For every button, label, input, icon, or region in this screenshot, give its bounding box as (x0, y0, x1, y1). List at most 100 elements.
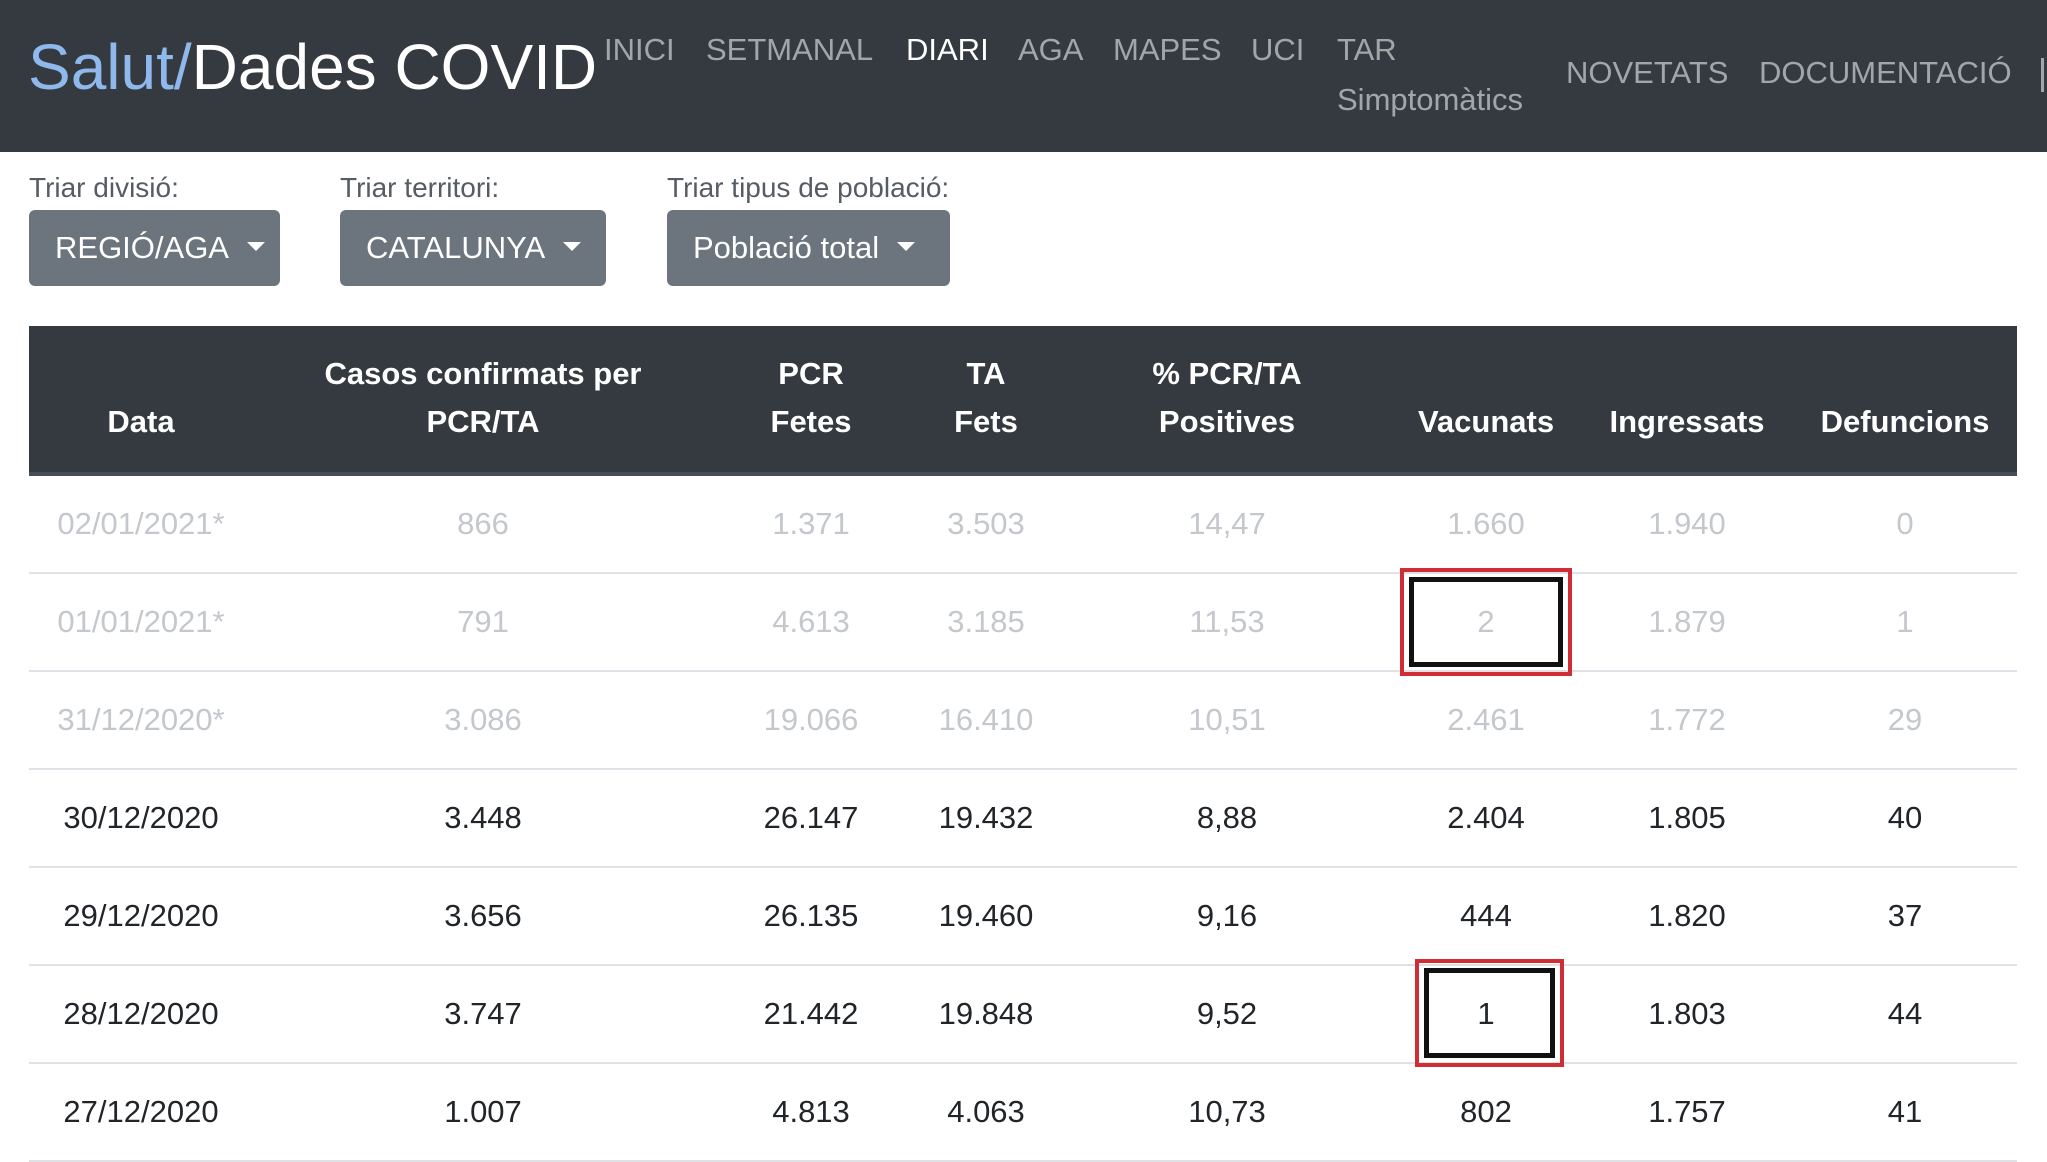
cell-pcr: 26.147 (763, 800, 859, 835)
nav-setmanal[interactable]: SETMANAL (706, 32, 874, 67)
caret-down-icon (563, 242, 582, 252)
daily-data-table: Data Casos confirmats per PCR/TA PCR Fet… (29, 326, 2017, 1162)
cell-ingressats: 1.757 (1648, 1094, 1726, 1129)
header-ingressats-label: Ingressats (1609, 404, 1765, 439)
cell-ta: 19.460 (938, 898, 1034, 933)
cell-casos: 1.007 (444, 1094, 522, 1129)
cell-casos: 3.448 (444, 800, 522, 835)
navbar: Salut/Dades COVID INICI SETMANAL DIARI A… (0, 0, 2047, 152)
divisio-dropdown[interactable]: REGIÓ/AGA (29, 210, 280, 286)
cell-data: 27/12/2020 (63, 1094, 219, 1129)
table-row: 27/12/2020 1.007 4.813 4.063 10,73 802 1… (29, 1064, 2017, 1162)
header-data[interactable]: Data (107, 398, 174, 446)
cell-positives: 10,51 (1188, 702, 1266, 737)
header-casos-line1: Casos confirmats per (324, 356, 642, 391)
cell-positives: 11,53 (1189, 604, 1265, 639)
cell-ta: 3.185 (947, 604, 1025, 639)
cell-ingressats: 1.879 (1648, 604, 1726, 639)
header-casos-confirmats[interactable]: Casos confirmats per PCR/TA (325, 350, 642, 446)
header-ingressats[interactable]: Ingressats (1609, 398, 1764, 446)
brand-salut: Salut/ (28, 31, 192, 103)
header-data-label: Data (107, 404, 175, 439)
table-row: 02/01/2021* 866 1.371 3.503 14,47 1.660 … (29, 476, 2017, 574)
cell-casos: 866 (457, 506, 509, 541)
cell-vacunats: 802 (1460, 1094, 1512, 1129)
table-row: 29/12/2020 3.656 26.135 19.460 9,16 444 … (29, 868, 2017, 966)
nav-tar-line1: TAR (1337, 32, 1397, 67)
cell-ta: 3.503 (947, 506, 1025, 541)
cell-ingressats: 1.940 (1648, 506, 1726, 541)
cell-ta: 19.432 (938, 800, 1034, 835)
cell-defuncions: 40 (1887, 800, 1923, 835)
header-defuncions[interactable]: Defuncions (1821, 398, 1990, 446)
header-pos-line1: % PCR/TA (1152, 356, 1302, 391)
cell-data: 28/12/2020 (63, 996, 219, 1031)
cell-ingressats: 1.803 (1648, 996, 1726, 1031)
cell-pcr: 4.813 (772, 1094, 850, 1129)
cell-defuncions: 37 (1887, 898, 1923, 933)
cell-positives: 14,47 (1188, 506, 1266, 541)
cell-defuncions: 29 (1887, 702, 1923, 737)
cell-data: 29/12/2020 (63, 898, 219, 933)
table-row: 30/12/2020 3.448 26.147 19.432 8,88 2.40… (29, 770, 2017, 868)
header-ta-line1: TA (966, 356, 1006, 391)
header-casos-line2: PCR/TA (426, 404, 540, 439)
caret-down-icon (897, 242, 916, 252)
header-ta-fets[interactable]: TA Fets (954, 350, 1018, 446)
nav-documentacio[interactable]: DOCUMENTACIÓ (1759, 55, 2012, 90)
filter-territori-label: Triar territori: (340, 172, 500, 203)
cell-ingressats: 1.820 (1648, 898, 1726, 933)
table-row: 01/01/2021* 791 4.613 3.185 11,53 2 1.87… (29, 568, 2017, 676)
nav-overflow-edge (2041, 58, 2044, 92)
cell-defuncions: 0 (1896, 506, 1914, 541)
nav-tar-line2: Simptomàtics (1337, 82, 1524, 117)
cell-vacunats: 2 (1477, 604, 1495, 639)
cell-data: 01/01/2021* (57, 604, 225, 639)
cell-casos: 3.747 (444, 996, 522, 1031)
cell-casos: 791 (457, 604, 509, 639)
poblacio-dropdown-value: Població total (693, 230, 880, 265)
brand-dades-covid: Dades COVID (191, 31, 598, 103)
header-pct-positives[interactable]: % PCR/TA Positives (1152, 350, 1301, 446)
cell-vacunats: 1 (1477, 996, 1495, 1031)
cell-vacunats: 1.660 (1447, 506, 1525, 541)
table-row: 31/12/2020* 3.086 19.066 16.410 10,51 2.… (29, 672, 2017, 770)
header-pos-line2: Positives (1158, 404, 1296, 439)
table-header: Data Casos confirmats per PCR/TA PCR Fet… (29, 326, 2017, 476)
header-pcr-line1: PCR (778, 356, 844, 391)
cell-defuncions: 1 (1896, 604, 1914, 639)
vacunats-highlight-box (1400, 568, 1572, 676)
cell-ingressats: 1.772 (1648, 702, 1726, 737)
nav-mapes[interactable]: MAPES (1113, 32, 1222, 67)
cell-pcr: 4.613 (772, 604, 850, 639)
cell-casos: 3.656 (444, 898, 522, 933)
cell-defuncions: 41 (1887, 1094, 1923, 1129)
filter-poblacio-label: Triar tipus de població: (667, 172, 950, 203)
poblacio-dropdown[interactable]: Població total (667, 210, 950, 286)
header-ta-line2: Fets (954, 404, 1018, 439)
cell-vacunats: 2.461 (1447, 702, 1525, 737)
cell-data: 31/12/2020* (57, 702, 225, 737)
nav-uci[interactable]: UCI (1251, 32, 1305, 67)
header-vacunats[interactable]: Vacunats (1418, 398, 1554, 446)
cell-vacunats: 2.404 (1447, 800, 1525, 835)
nav-diari[interactable]: DIARI (906, 32, 989, 67)
header-pcr-line2: Fetes (770, 404, 852, 439)
brand-logo[interactable]: Salut/Dades COVID (28, 28, 597, 106)
header-vacunats-label: Vacunats (1417, 404, 1555, 439)
cell-data: 02/01/2021* (57, 506, 225, 541)
nav-inici[interactable]: INICI (604, 32, 675, 67)
vacunats-highlight-box (1415, 959, 1564, 1067)
caret-down-icon (246, 242, 265, 252)
cell-ta: 19.848 (938, 996, 1034, 1031)
territori-dropdown-value: CATALUNYA (366, 230, 546, 265)
header-pcr-fetes[interactable]: PCR Fetes (771, 350, 852, 446)
territori-dropdown[interactable]: CATALUNYA (340, 210, 606, 286)
cell-ta: 16.410 (938, 702, 1034, 737)
cell-defuncions: 44 (1887, 996, 1923, 1031)
nav-novetats[interactable]: NOVETATS (1566, 55, 1729, 90)
cell-ingressats: 1.805 (1648, 800, 1726, 835)
cell-positives: 8,88 (1196, 800, 1258, 835)
nav-aga[interactable]: AGA (1018, 32, 1084, 67)
divisio-dropdown-value: REGIÓ/AGA (55, 230, 229, 265)
